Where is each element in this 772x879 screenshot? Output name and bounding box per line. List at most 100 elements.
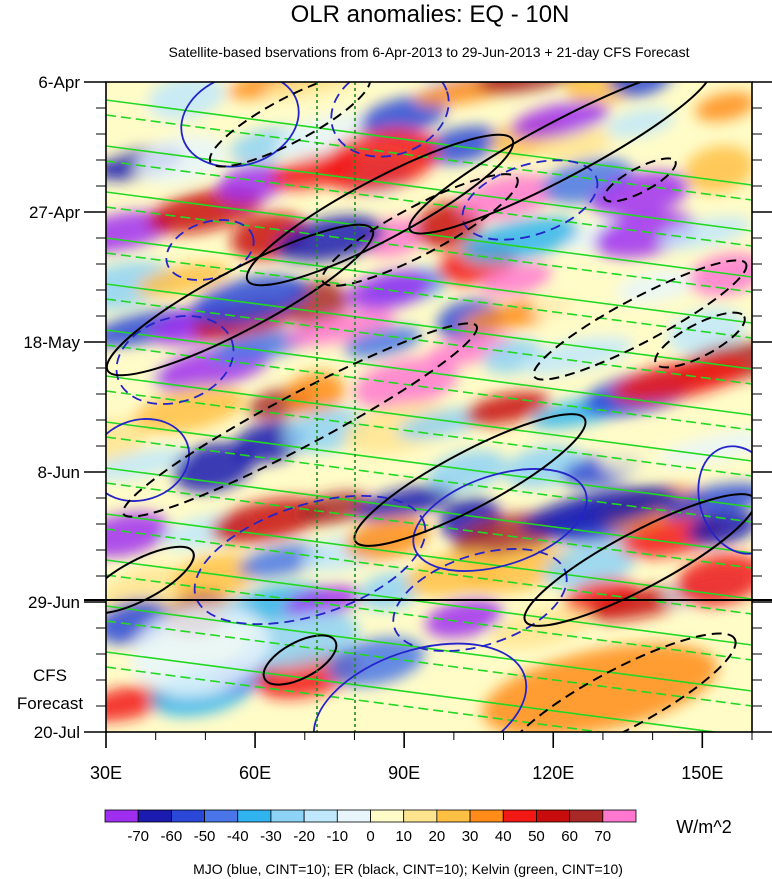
mjo-contour	[412, 468, 588, 572]
contour-legend: MJO (blue, CINT=10); ER (black, CINT=10)…	[193, 861, 623, 877]
kelvin-contour	[106, 283, 752, 370]
anomaly-patch	[106, 447, 191, 481]
colorbar-label: -60	[161, 828, 183, 845]
kelvin-contour-negative	[106, 436, 752, 523]
colorbar-label: 10	[395, 828, 412, 845]
kelvin-contour	[106, 237, 752, 324]
colorbar: -70 -60 -50 -40 -30 -20 -10 0 10 20 30 40 50 60 70	[104, 809, 637, 845]
kelvin-contour	[106, 421, 752, 508]
y-tick-label: 20-Jul	[34, 723, 80, 742]
mjo-contour-negative	[193, 494, 427, 626]
anomaly-patch	[426, 333, 514, 366]
er-contour-negative	[503, 632, 737, 732]
er-contour-negative	[532, 259, 748, 381]
anomaly-patch	[327, 637, 425, 686]
anomaly-patch	[565, 82, 642, 107]
colorbar-swatch	[602, 809, 637, 823]
colorbar-unit: W/m^2	[676, 817, 731, 837]
er-contour	[106, 545, 195, 615]
mjo-contour-negative	[115, 315, 235, 405]
anomaly-patch	[106, 361, 173, 413]
colorbar-label: -40	[227, 828, 249, 845]
colorbar-swatch	[536, 809, 571, 823]
kelvin-contour-negative	[106, 482, 752, 569]
anomaly-patch	[531, 275, 639, 321]
colorbar-swatch	[436, 809, 471, 823]
anomaly-patch	[415, 82, 529, 106]
anomaly-patch	[683, 145, 752, 194]
anomaly-patch	[353, 485, 456, 521]
anomaly-patch	[344, 326, 422, 358]
colorbar-label: -70	[127, 828, 149, 845]
kelvin-contour	[106, 145, 752, 232]
kelvin-contour	[106, 99, 752, 186]
colorbar-swatch	[502, 809, 537, 823]
anomaly-patch	[284, 585, 362, 619]
kelvin-contour-negative	[106, 298, 752, 385]
anomaly-patch	[263, 82, 380, 99]
kelvin-contour-negative	[106, 574, 752, 661]
anomaly-patch	[285, 372, 345, 415]
mjo-contour-negative	[461, 159, 599, 241]
er-contours	[106, 82, 752, 732]
er-contour	[245, 133, 515, 287]
colorbar-label: 50	[528, 828, 545, 845]
anomaly-patch	[135, 262, 231, 297]
chart-title: OLR anomalies: EQ - 10N	[291, 1, 570, 28]
colorbar-swatch	[170, 809, 205, 823]
kelvin-contour	[106, 559, 752, 646]
x-tick-label: 30E	[90, 763, 122, 783]
anomaly-patch	[477, 82, 592, 94]
anomaly-patch	[658, 11, 772, 73]
colorbar-label: -20	[293, 828, 315, 845]
anomaly-patch	[238, 543, 325, 578]
anomaly-patch	[106, 108, 167, 156]
colorbar-swatch	[270, 809, 305, 823]
anomaly-patch	[130, 603, 270, 697]
er-contour	[523, 493, 752, 627]
plot-frame	[105, 81, 753, 733]
anomaly-patch	[464, 391, 550, 426]
er-contour-negative	[208, 82, 372, 168]
er-contour	[262, 634, 338, 686]
x-tick-label: 90E	[388, 763, 420, 783]
colorbar-label: -10	[326, 828, 348, 845]
anomaly-patch	[510, 101, 610, 139]
kelvin-contour	[106, 513, 752, 600]
anomaly-patch	[611, 357, 749, 403]
mjo-contour-negative	[165, 219, 255, 281]
anomaly-patch	[658, 430, 752, 466]
anomaly-patch	[106, 685, 169, 722]
anomaly-patch	[106, 210, 173, 253]
colorbar-swatch	[237, 809, 272, 823]
forecast-label-line2: Forecast	[17, 694, 83, 713]
kelvin-contour	[106, 375, 752, 462]
kelvin-contour-negative	[106, 344, 752, 431]
anomaly-patch	[480, 263, 552, 296]
er-contour-negative	[121, 322, 479, 518]
y-axis: 6-Apr 27-Apr 18-May 8-Jun 29-Jun 20-Jul	[23, 73, 772, 742]
x-tick-label: 120E	[532, 763, 574, 783]
anomaly-patch	[675, 553, 752, 607]
kelvin-contour-negative	[106, 620, 752, 707]
anomaly-field	[106, 11, 772, 732]
x-axis: 30E 60E 90E 120E 150E	[90, 732, 753, 783]
colorbar-label: 40	[495, 828, 512, 845]
anomaly-patch	[608, 82, 672, 97]
colorbar-label: 70	[594, 828, 611, 845]
chart-subtitle: Satellite-based bservations from 6-Apr-2…	[169, 44, 690, 60]
x-tick-label: 60E	[239, 763, 271, 783]
anomaly-patch	[461, 546, 574, 594]
er-contour-negative	[321, 173, 519, 287]
colorbar-swatch	[303, 809, 338, 823]
kelvin-contour-negative	[106, 114, 752, 201]
kelvin-contour-negative	[106, 252, 752, 339]
anomaly-patch	[590, 171, 690, 218]
anomaly-patch	[489, 607, 592, 649]
kelvin-contour	[106, 605, 752, 692]
anomaly-patch	[106, 418, 148, 464]
anomaly-patch	[106, 512, 169, 558]
anomaly-patch	[521, 485, 679, 535]
anomaly-patch	[605, 108, 674, 138]
